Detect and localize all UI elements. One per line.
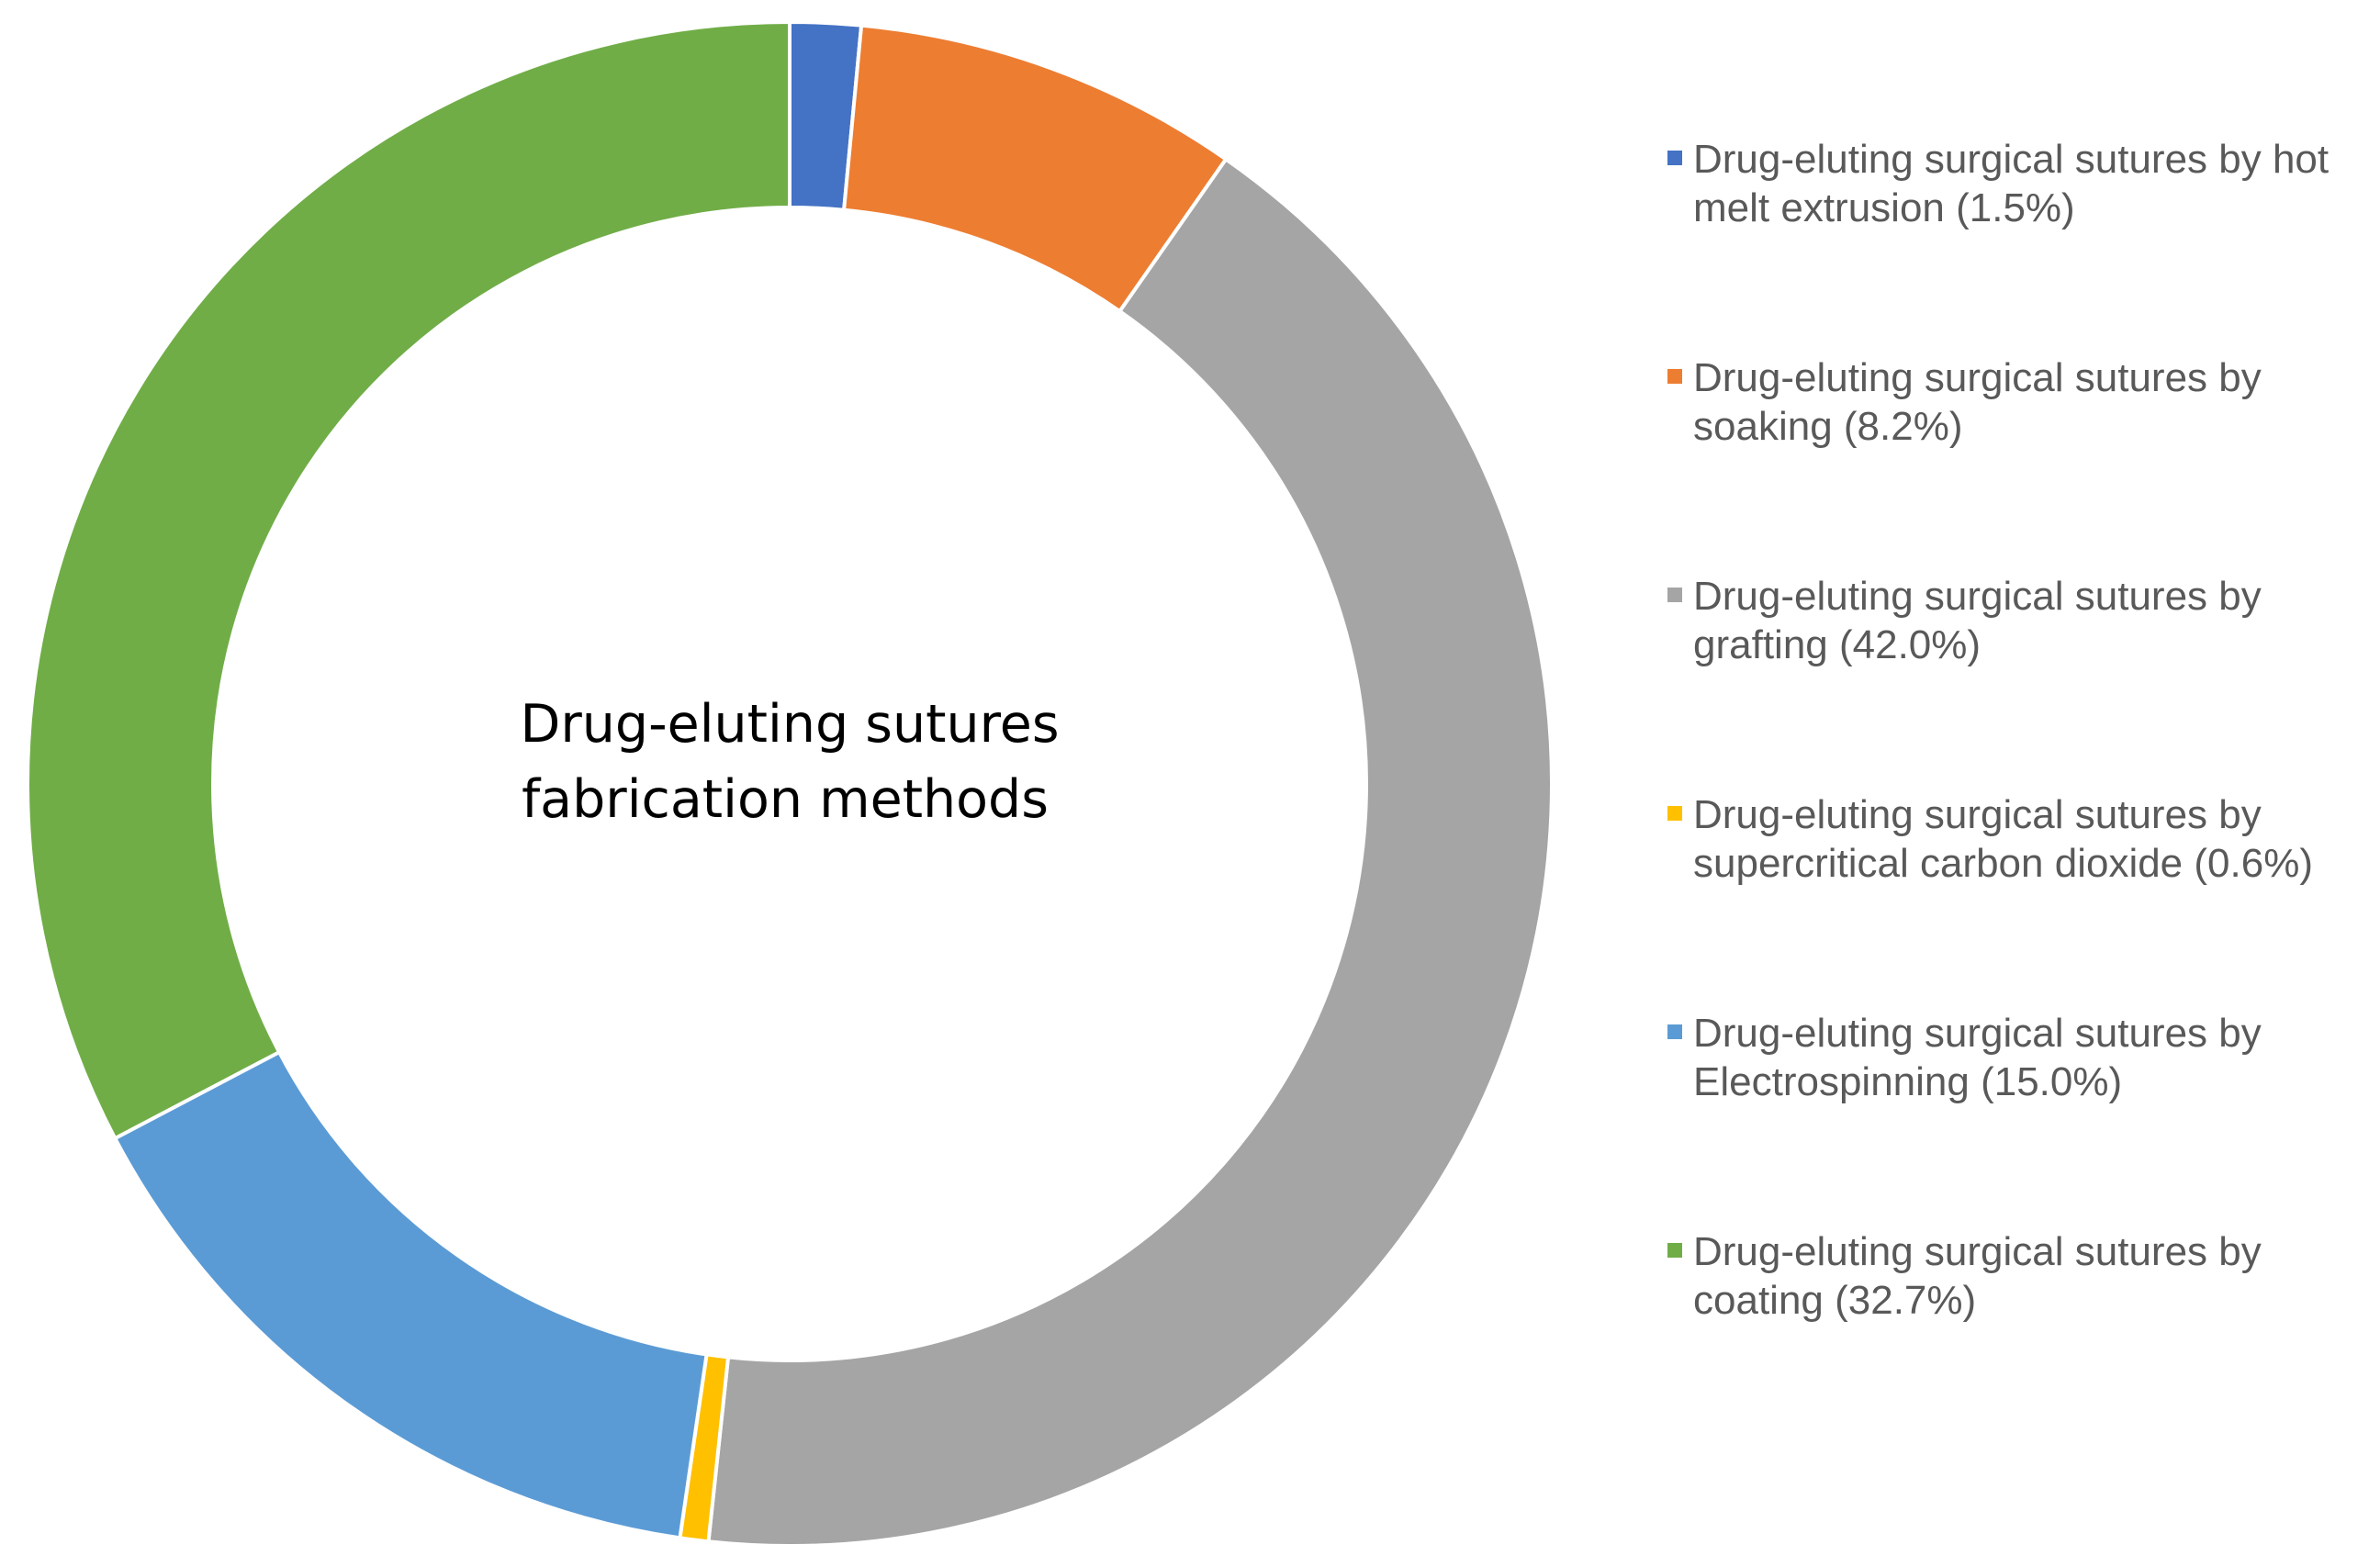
- legend-label-4-line1: Drug-eluting surgical sutures by: [1693, 792, 2262, 837]
- slice-6: [25, 19, 791, 1141]
- slice-3: [706, 156, 1554, 1548]
- center-label-line1: Drug-eluting sutures: [520, 694, 1059, 755]
- legend-swatch-1: [1667, 151, 1682, 165]
- slice-5: [112, 1049, 709, 1540]
- legend: Drug-eluting surgical sutures by hotmelt…: [1667, 137, 2329, 1323]
- legend-label-1-line2: melt extrusion (1.5%): [1693, 185, 2075, 230]
- legend-label-3-line2: grafting (42.0%): [1693, 622, 1981, 667]
- legend-swatch-5: [1667, 1024, 1682, 1039]
- slices: [25, 19, 1554, 1548]
- legend-label-6-line2: coating (32.7%): [1693, 1278, 1976, 1323]
- legend-label-2-line2: soaking (8.2%): [1693, 404, 1962, 449]
- center-label-line2: fabrication methods: [522, 769, 1049, 830]
- legend-label-3-line1: Drug-eluting surgical sutures by: [1693, 574, 2262, 619]
- center-label: Drug-eluting sutures fabrication methods: [520, 694, 1059, 830]
- legend-label-6-line1: Drug-eluting surgical sutures by: [1693, 1229, 2262, 1274]
- legend-swatch-6: [1667, 1243, 1682, 1258]
- legend-swatch-4: [1667, 806, 1682, 821]
- legend-label-5-line2: Electrospinning (15.0%): [1693, 1059, 2122, 1104]
- legend-label-4-line2: supercritical carbon dioxide (0.6%): [1693, 841, 2313, 886]
- legend-label-5-line1: Drug-eluting surgical sutures by: [1693, 1011, 2262, 1056]
- legend-swatch-3: [1667, 588, 1682, 602]
- legend-label-2-line1: Drug-eluting surgical sutures by: [1693, 355, 2262, 400]
- legend-swatch-2: [1667, 369, 1682, 384]
- legend-label-1-line1: Drug-eluting surgical sutures by hot: [1693, 137, 2329, 182]
